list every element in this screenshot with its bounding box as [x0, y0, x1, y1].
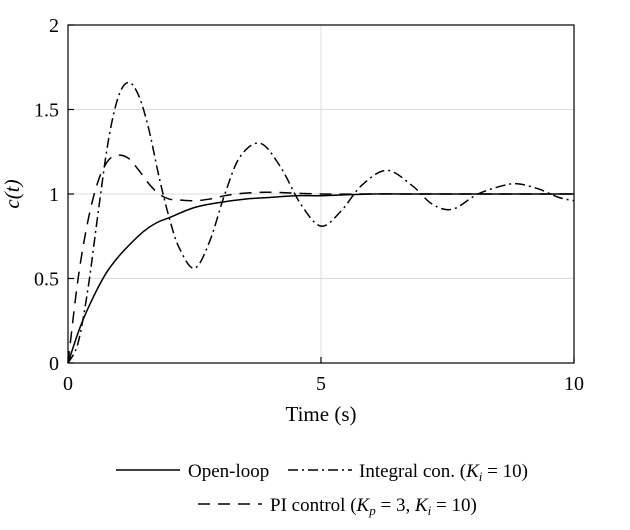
series-layer: [67, 81, 575, 364]
series-integral-control: [67, 81, 575, 364]
x-tick-label: 10: [564, 373, 584, 395]
y-tick-label: 1: [49, 184, 59, 206]
x-tick-label: 0: [63, 373, 73, 395]
series-open-loop: [67, 193, 574, 364]
legend-label-open-loop: Open-loop: [188, 461, 269, 482]
y-tick-label: 0.5: [34, 269, 59, 291]
tick-layer: 0 5 10 0 0.5 1 1.5 2: [34, 15, 584, 395]
x-tick-label: 5: [316, 373, 326, 395]
y-tick-label: 1.5: [34, 100, 59, 122]
y-tick-label: 0: [49, 353, 59, 375]
legend-label-pi: PI control (Kp = 3, Ki = 10): [270, 495, 477, 518]
legend: Open-loop Integral con. (Ki = 10) PI con…: [116, 461, 528, 518]
x-axis-label: Time (s): [286, 402, 357, 426]
y-axis-label: c(t): [0, 179, 24, 208]
legend-label-integral: Integral con. (Ki = 10): [359, 461, 528, 484]
series-pi-control: [67, 154, 574, 364]
y-tick-label: 2: [49, 15, 59, 37]
